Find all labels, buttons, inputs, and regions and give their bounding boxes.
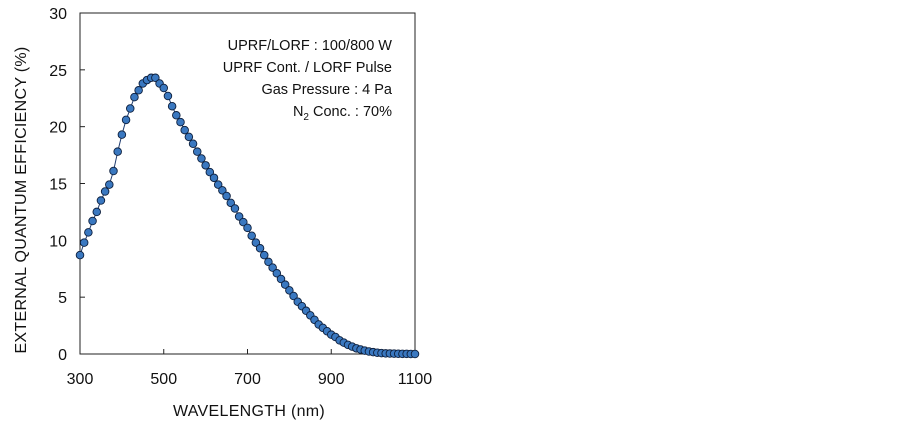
data-point [121, 115, 131, 125]
data-point [113, 147, 122, 156]
data-point [184, 132, 194, 142]
data-point [96, 196, 106, 205]
annotation-power: UPRF/LORF : 100/800 W [228, 38, 393, 54]
y-tick-label: 10 [49, 233, 67, 250]
annotation-mode: UPRF Cont. / LORF Pulse [223, 60, 392, 76]
x-tick-label: 1100 [398, 371, 433, 388]
data-point [260, 250, 269, 260]
y-axis-title: EXTERNAL QUANTUM EFFICIENCY (%) [13, 46, 30, 353]
data-point [264, 257, 273, 267]
data-point [192, 147, 202, 156]
data-point [134, 86, 143, 95]
y-tick-label: 25 [49, 63, 67, 80]
y-tick-label: 0 [58, 347, 67, 364]
data-point [205, 167, 215, 177]
data-point [100, 187, 110, 196]
data-point [197, 154, 206, 163]
data-point [234, 212, 244, 221]
data-point [105, 180, 114, 189]
data-point [130, 92, 139, 102]
data-point [180, 125, 189, 135]
data-point [213, 180, 223, 189]
data-point [75, 250, 85, 260]
data-point [272, 269, 282, 278]
data-point [117, 130, 127, 139]
data-point [226, 198, 235, 208]
data-point [201, 161, 210, 170]
data-point [289, 291, 298, 301]
data-point [239, 217, 248, 227]
x-tick-label: 300 [67, 371, 94, 388]
data-point [280, 280, 290, 289]
data-point [276, 274, 286, 284]
data-point [285, 286, 294, 295]
data-point [410, 349, 420, 359]
x-tick-label: 500 [150, 371, 177, 388]
data-point [125, 104, 135, 113]
data-point [230, 204, 240, 213]
data-point [163, 91, 173, 101]
data-point [84, 228, 93, 237]
annotation-pressure: Gas Pressure : 4 Pa [261, 82, 392, 98]
data-point [251, 238, 261, 247]
y-tick-label: 30 [49, 6, 67, 23]
annotation-n2-value: Conc. : 70% [309, 104, 392, 120]
data-point [255, 244, 265, 253]
data-point [167, 101, 177, 111]
data-point [209, 173, 219, 183]
data-point [151, 73, 160, 83]
data-point [188, 139, 198, 148]
data-point [268, 263, 277, 272]
data-point [159, 83, 168, 93]
data-point [176, 117, 185, 127]
data-point [92, 207, 101, 217]
tick-group: 0 5 10 15 20 25 30 300 500 700 900 1100 [49, 6, 432, 388]
data-point [79, 238, 89, 247]
data-points [75, 73, 420, 359]
data-point [88, 216, 97, 226]
data-point [247, 231, 256, 241]
annotation-n2-conc: N2 Conc. : 70% [293, 104, 392, 123]
data-point [218, 186, 227, 195]
annotation-n2-symbol: N [293, 104, 303, 120]
x-tick-label: 700 [234, 371, 261, 388]
y-tick-label: 5 [58, 290, 67, 307]
data-point [243, 223, 252, 233]
y-tick-label: 15 [49, 177, 67, 194]
data-point [109, 166, 118, 176]
x-axis-title: WAVELENGTH (nm) [173, 403, 325, 420]
data-point [222, 191, 231, 201]
data-point [172, 111, 181, 120]
y-tick-label: 20 [49, 120, 67, 137]
x-tick-label: 900 [318, 371, 345, 388]
annotation-n2-subscript: 2 [303, 112, 309, 123]
